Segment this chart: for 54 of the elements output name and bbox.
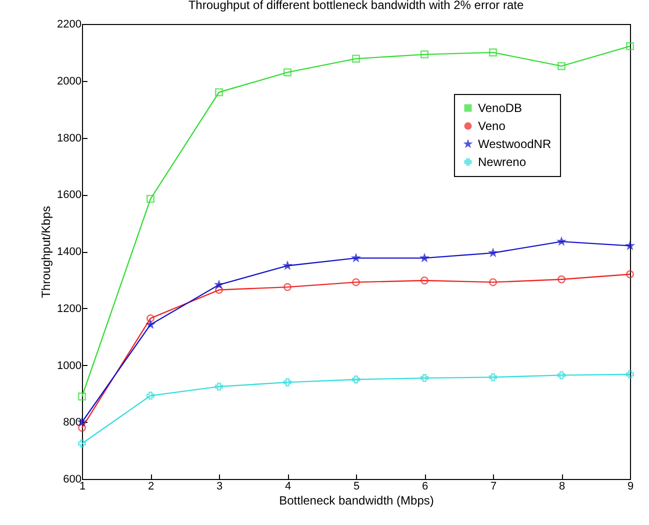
point [557,371,566,380]
x-tick-label: 7 [490,480,497,492]
x-tick-label: 4 [284,480,292,492]
point [283,68,292,76]
point [78,439,86,448]
y-tick-label: 2000 [57,75,82,88]
legend-label: Veno [478,119,506,133]
point [283,378,292,386]
point [489,248,497,256]
point [557,62,566,70]
point [283,283,292,292]
legend-label: Newreno [478,155,526,169]
point [420,374,429,382]
point [352,278,360,286]
point [626,370,634,378]
x-tick-label: 2 [148,480,154,492]
x-tick-label: 5 [353,480,360,492]
chart-title: Throughput of different bottleneck bandwidth with 2% error rate [188,0,524,12]
point [488,278,498,286]
y-tick-label: 1600 [57,189,82,202]
y-tick-label: 1400 [57,246,82,258]
y-axis-title: Throughput/Kbps [39,206,54,298]
point [214,382,224,391]
y-tick-label: 1000 [57,360,82,372]
x-tick-label: 9 [627,480,634,492]
point [78,392,86,401]
point [626,42,634,50]
legend-label: WestwoodNR [478,137,552,151]
x-tick-label: 8 [558,480,566,492]
point [146,392,155,400]
point [488,48,498,56]
point [214,88,224,96]
point [488,373,498,382]
legend-label: VenoDB [478,101,522,115]
point [352,375,360,384]
point [352,54,360,63]
point [214,286,224,294]
y-tick-label: 1200 [57,302,82,315]
point [557,275,566,284]
point [420,276,429,285]
x-tick-label: 6 [422,480,428,492]
point [215,280,223,288]
point [626,270,634,278]
y-tick-label: 2200 [57,18,82,30]
point [284,262,292,270]
point [626,242,634,250]
point [146,194,155,203]
x-tick-label: 1 [79,480,86,492]
point [420,50,429,58]
point [146,314,155,322]
y-tick-label: 600 [63,474,82,486]
x-axis-title: Bottleneck bandwidth (Mbps) [279,494,434,508]
y-tick-label: 1800 [57,132,82,144]
x-tick-label: 3 [216,480,223,492]
